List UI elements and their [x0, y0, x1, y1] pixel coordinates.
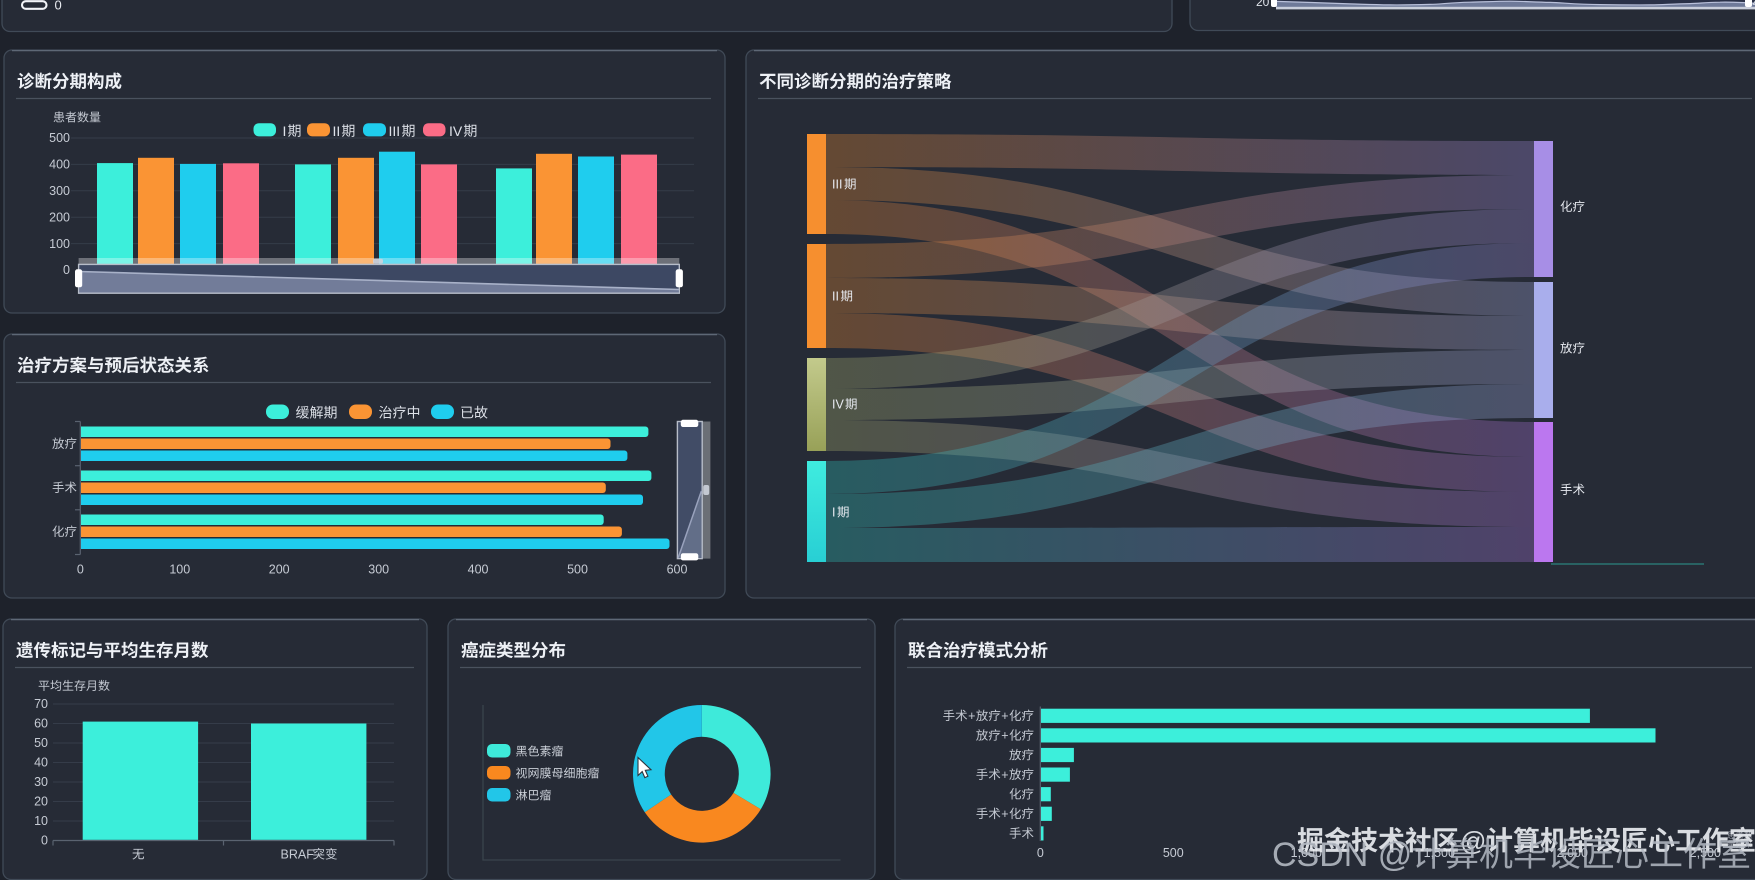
svg-text:30: 30: [34, 775, 48, 789]
svg-text:20: 20: [1256, 0, 1270, 9]
svg-text:0: 0: [63, 263, 70, 277]
svg-text:1,500: 1,500: [1424, 846, 1455, 860]
svg-text:+: +: [1001, 807, 1008, 821]
svg-text:0: 0: [55, 0, 62, 13]
svg-text:500: 500: [1163, 846, 1184, 860]
svg-text:100: 100: [169, 563, 190, 577]
svg-text:600: 600: [667, 563, 688, 577]
svg-text:+: +: [1001, 768, 1008, 782]
svg-text:IV: IV: [449, 123, 463, 139]
svg-text:100: 100: [49, 237, 70, 251]
svg-text:500: 500: [567, 563, 588, 577]
svg-text:70: 70: [34, 697, 48, 711]
svg-text:10: 10: [34, 814, 48, 828]
svg-text:II: II: [333, 123, 341, 139]
svg-text:4: 4: [1753, 0, 1755, 10]
svg-text:400: 400: [49, 158, 70, 172]
svg-text:+: +: [968, 709, 975, 723]
svg-text:III: III: [389, 123, 401, 139]
svg-text:300: 300: [49, 184, 70, 198]
svg-text:III: III: [832, 178, 842, 192]
svg-text:I: I: [283, 123, 287, 139]
svg-text:I: I: [832, 506, 835, 520]
svg-text:II: II: [832, 290, 839, 304]
svg-text:CSDN @: CSDN @: [1272, 836, 1412, 874]
svg-text:IV: IV: [832, 398, 844, 412]
svg-text:200: 200: [269, 563, 290, 577]
svg-text:200: 200: [49, 210, 70, 224]
svg-text:400: 400: [468, 563, 489, 577]
svg-text:BRAF: BRAF: [281, 848, 315, 862]
svg-text:0: 0: [41, 834, 48, 848]
svg-text:0: 0: [1037, 846, 1044, 860]
svg-text:0: 0: [77, 563, 84, 577]
svg-text:40: 40: [34, 756, 48, 770]
svg-text:60: 60: [34, 717, 48, 731]
svg-text:+: +: [1001, 709, 1008, 723]
svg-text:+: +: [1001, 729, 1008, 743]
svg-text:50: 50: [34, 736, 48, 750]
svg-text:20: 20: [34, 795, 48, 809]
svg-text:300: 300: [368, 563, 389, 577]
svg-text:500: 500: [49, 131, 70, 145]
